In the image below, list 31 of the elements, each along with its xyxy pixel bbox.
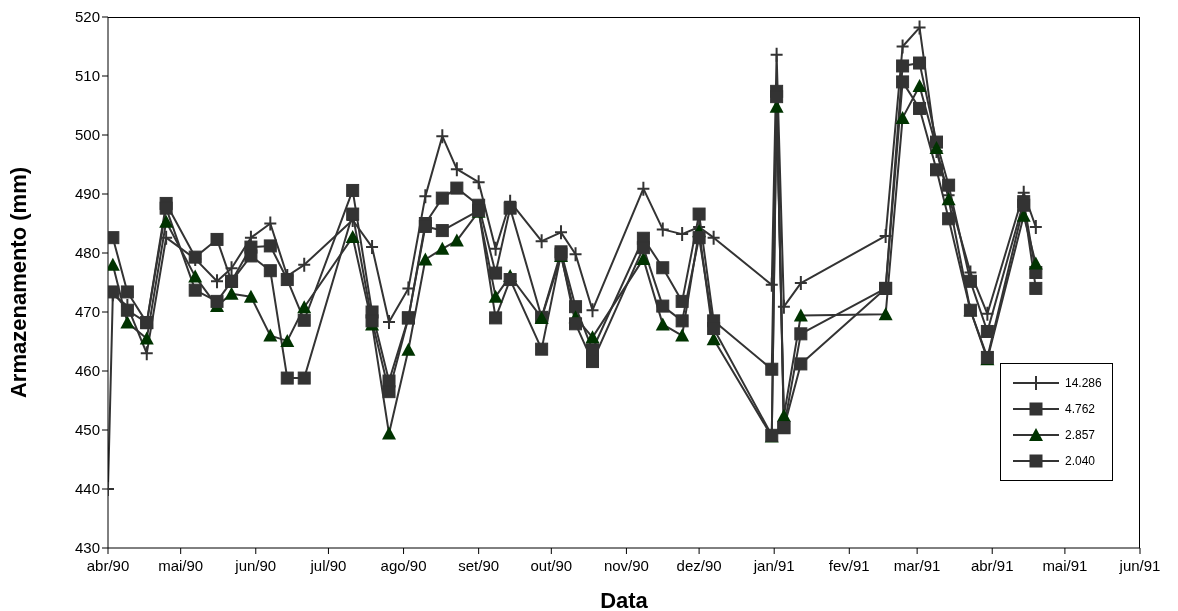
legend-label: 2.040 <box>1065 454 1096 468</box>
x-tick-label: mar/91 <box>893 556 941 574</box>
y-tick-label: 480 <box>74 244 100 262</box>
legend-label: 2.857 <box>1065 428 1096 442</box>
y-tick-label: 440 <box>74 480 100 498</box>
y-tick-label: 430 <box>74 539 100 557</box>
x-tick-label: dez/90 <box>676 556 722 574</box>
x-tick-label: fev/91 <box>828 556 870 574</box>
x-tick-label: mai/90 <box>158 556 204 574</box>
legend-label: 4.762 <box>1065 402 1096 416</box>
x-tick-label: jun/91 <box>1118 556 1161 574</box>
x-tick-label: jun/90 <box>234 556 277 574</box>
x-axis-title: Data <box>600 588 649 611</box>
y-axis-title: Armazenamento (mm) <box>5 166 31 399</box>
y-tick-label: 490 <box>74 185 100 203</box>
x-tick-label: mai/91 <box>1042 556 1088 574</box>
y-tick-label: 500 <box>74 126 100 144</box>
x-tick-label: jul/90 <box>309 556 347 574</box>
x-tick-label: nov/90 <box>603 556 649 574</box>
y-tick-label: 460 <box>74 362 100 380</box>
legend-label: 14.286 <box>1065 376 1102 390</box>
x-tick-label: jan/91 <box>752 556 795 574</box>
x-tick-label: set/90 <box>458 556 500 574</box>
x-tick-label: abr/90 <box>86 556 130 574</box>
y-tick-label: 450 <box>74 421 100 439</box>
y-tick-label: 520 <box>74 8 100 26</box>
x-tick-label: out/90 <box>530 556 573 574</box>
x-tick-label: ago/90 <box>380 556 427 574</box>
x-tick-label: abr/91 <box>970 556 1014 574</box>
y-tick-label: 510 <box>74 67 100 85</box>
y-tick-label: 470 <box>74 303 100 321</box>
